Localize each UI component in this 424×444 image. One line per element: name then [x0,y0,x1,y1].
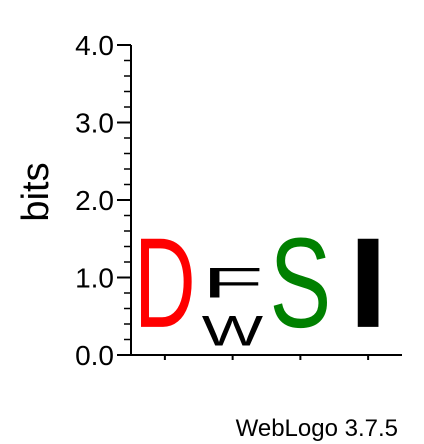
letter-s: S [270,211,332,354]
y-tick-label: 2.0 [75,185,114,216]
y-axis-label: bits [15,162,57,221]
letter-d: D [134,212,196,355]
y-tick-label: 4.0 [75,30,114,61]
letter-stacks: D WF S I [134,211,399,355]
letter-f: F [202,259,264,307]
footer-credit: WebLogo 3.7.5 [236,415,398,442]
letter-i: I [337,212,399,355]
y-tick-label: 0.0 [75,340,114,371]
y-tick-label: 3.0 [75,108,114,139]
y-axis: 0.0 1.0 2.0 3.0 4.0 [75,30,402,371]
y-tick-label: 1.0 [75,263,114,294]
letter-w: W [202,307,263,355]
